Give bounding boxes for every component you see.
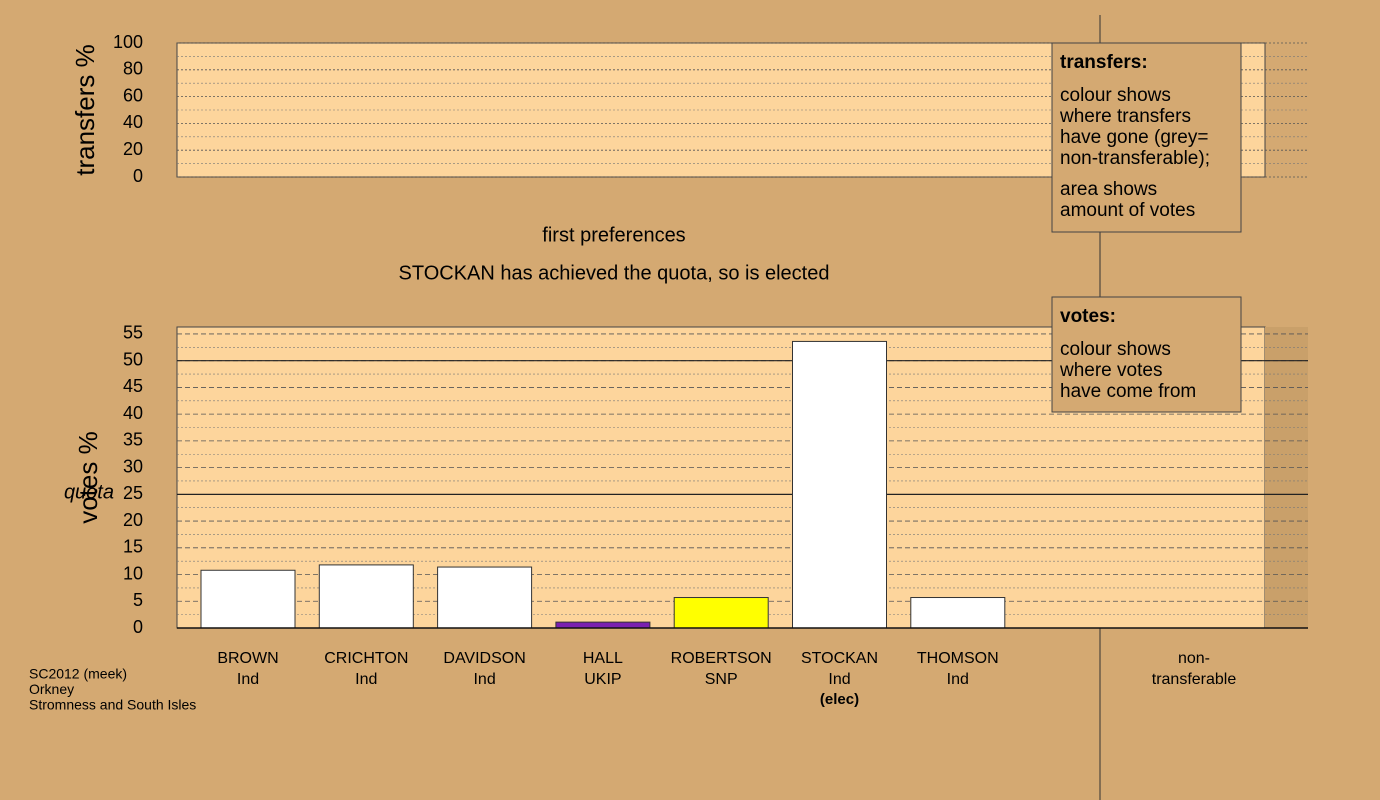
title: first preferences [542,224,685,246]
y-tick-label: 25 [123,483,143,503]
status-label: (elec) [820,691,859,708]
y-tick-label: 0 [133,166,143,186]
party-label: SNP [705,671,738,688]
legend-text: have gone (grey= [1060,127,1208,148]
y-tick-label: 10 [123,563,143,583]
legend-text: where votes [1059,360,1162,381]
legend-title: transfers: [1060,52,1148,73]
x-tick-label: CRICHTON [324,650,408,667]
x-tick-label: transferable [1152,671,1237,688]
legend-text: area shows [1060,179,1157,200]
y-tick-label: 50 [123,349,143,369]
y-tick-label: 40 [123,112,143,132]
legend-title: votes: [1060,306,1116,327]
legend-text: non-transferable); [1060,148,1210,169]
legend-box [1051,296,1242,413]
shade [1265,327,1308,628]
y-axis-label: votes % [73,431,103,524]
legend-box [1051,42,1242,233]
y-tick-label: 55 [123,323,143,343]
bar [555,621,651,629]
y-tick-label: 30 [123,456,143,476]
party-label: Ind [947,671,969,688]
bar [792,340,887,629]
bar [673,597,769,629]
x-tick-label: DAVIDSON [443,650,525,667]
y-axis-label: transfers % [70,44,100,176]
y-tick-label: 40 [123,403,143,423]
subtitle: STOCKAN has achieved the quota, so is el… [399,262,830,284]
x-tick-label: ROBERTSON [671,650,772,667]
party-label: Ind [473,671,495,688]
bar [437,566,533,629]
legend-text: where transfers [1059,106,1191,127]
bar [200,569,296,629]
bar [318,564,414,629]
party-label: UKIP [584,671,621,688]
y-tick-label: 80 [123,59,143,79]
y-tick-label: 0 [133,617,143,637]
party-label: Ind [237,671,259,688]
y-tick-label: 15 [123,537,143,557]
x-tick-label: non- [1178,650,1210,667]
legend-text: amount of votes [1060,200,1195,221]
x-tick-label: HALL [583,650,623,667]
party-label: Ind [828,671,850,688]
bar [910,597,1006,629]
y-tick-label: 35 [123,430,143,450]
y-tick-label: 60 [123,85,143,105]
legend-text: colour shows [1060,339,1171,360]
x-tick-label: BROWN [217,650,278,667]
x-tick-label: STOCKAN [801,650,878,667]
y-tick-label: 45 [123,376,143,396]
y-tick-label: 20 [123,510,143,530]
footer-text: Stromness and South Isles [29,697,196,713]
footer-text: Orkney [29,681,74,697]
quota-label: quota [64,482,114,504]
party-label: Ind [355,671,377,688]
footer-text: SC2012 (meek) [29,666,127,682]
legend-text: colour shows [1060,85,1171,106]
x-tick-label: THOMSON [917,650,999,667]
y-tick-label: 100 [113,32,143,52]
legend-text: have come from [1060,381,1196,402]
y-tick-label: 20 [123,139,143,159]
y-tick-label: 5 [133,590,143,610]
